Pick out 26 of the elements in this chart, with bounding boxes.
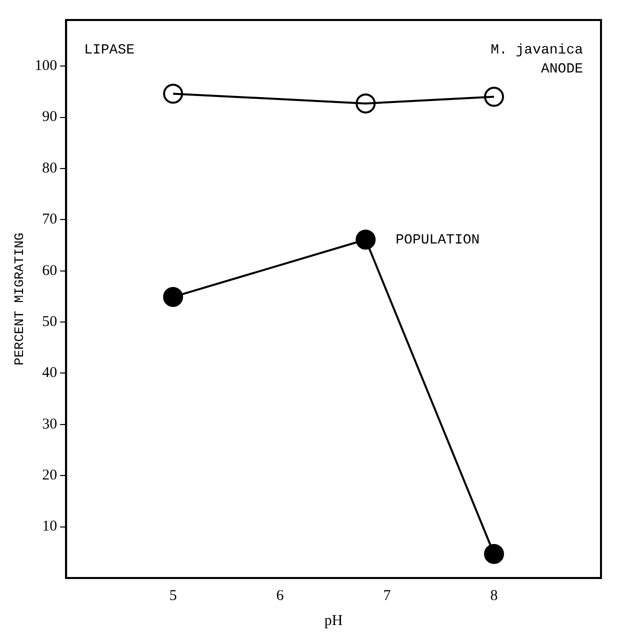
y-tick-label: 80 xyxy=(42,160,58,176)
point xyxy=(356,93,376,114)
annotation: LIPASE xyxy=(84,42,135,59)
y-tick-label: 20 xyxy=(42,468,58,484)
point xyxy=(484,544,504,564)
point xyxy=(356,230,376,250)
y-tick-label: 10 xyxy=(42,518,58,535)
y-tick-label: 60 xyxy=(42,262,58,279)
y-tick-label: 90 xyxy=(42,109,58,126)
point xyxy=(484,86,504,107)
y-tick-label: 100 xyxy=(34,58,58,74)
annotation: M. javanica xyxy=(490,42,583,59)
point xyxy=(163,84,184,104)
y-tick-label: 40 xyxy=(42,365,58,382)
point xyxy=(163,286,184,307)
text: ANODE xyxy=(540,61,583,78)
y-axis-title: PERCENT MIGRATING xyxy=(12,232,28,366)
y-tick-label: 50 xyxy=(42,314,58,330)
series-label: POPULATION xyxy=(396,232,480,248)
x-axis-title: pH xyxy=(324,612,343,629)
x-tick-label: 6 xyxy=(276,588,284,604)
y-tick-label: 30 xyxy=(42,416,58,432)
x-tick-label: 8 xyxy=(490,588,498,604)
y-tick-label: 70 xyxy=(42,212,58,228)
x-tick-label: 5 xyxy=(169,588,177,604)
x-tick-label: 7 xyxy=(383,588,392,604)
